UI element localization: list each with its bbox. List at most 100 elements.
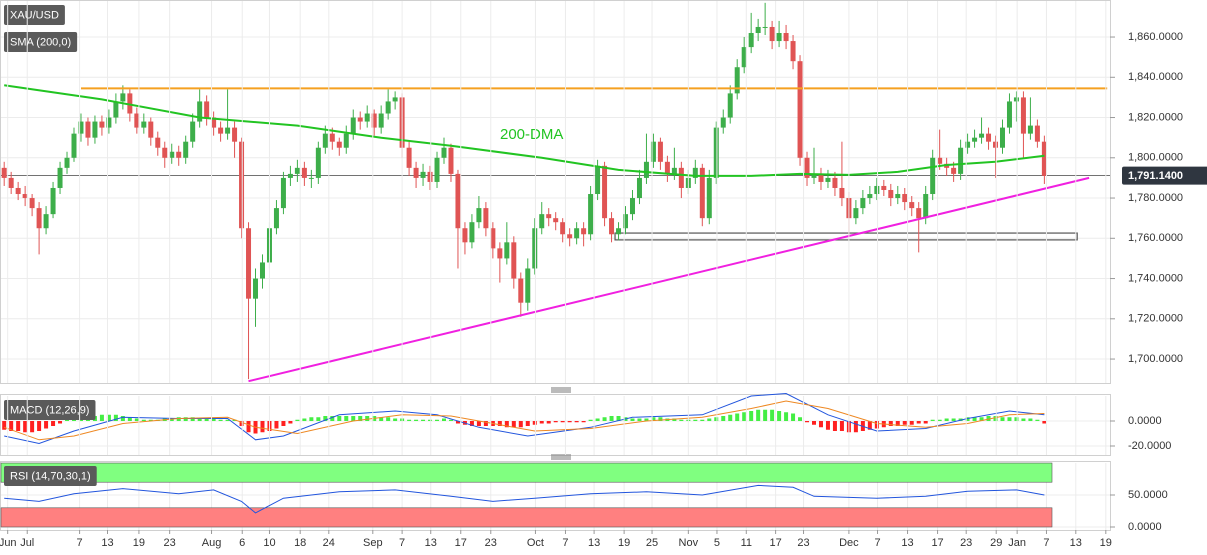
candle-body [916,208,922,219]
histogram-bar [421,419,426,421]
candle-body [162,147,168,158]
price-panel [0,0,1111,384]
candle-body [581,228,587,235]
candle-body [518,278,524,303]
candle-body [218,127,224,134]
histogram-bar [365,416,370,421]
candle-body [706,177,712,219]
histogram-bar [825,421,830,430]
histogram-bar [874,421,879,429]
candle-body [8,177,14,188]
histogram-bar [630,418,635,421]
histogram-bar [2,421,7,430]
histogram-bar [574,421,579,423]
y-tick-label: 1,700.0000 [1128,353,1183,365]
legend-label: XAU/USD [4,5,65,25]
histogram-bar [176,417,181,421]
histogram-bar [532,421,537,425]
histogram-bar [923,421,928,424]
candle-body [713,127,719,178]
candle-body [958,147,964,174]
histogram-bar [511,421,516,428]
candle-body [727,93,733,118]
histogram-bar [65,419,70,421]
histogram-bar [386,417,391,421]
candle-body [246,228,252,299]
histogram-bar [393,418,398,421]
macd-panel [0,394,1111,456]
histogram-bar [58,421,63,424]
x-tick-label: 10 [263,537,275,549]
x-tick-label: 13 [425,537,437,549]
y-tick-label: 0.0000 [1128,521,1162,533]
histogram-bar [616,416,621,421]
histogram-bar [937,419,942,421]
x-tick-label: Oct [527,537,544,549]
candle-body [148,121,154,138]
candle-body [511,242,517,279]
histogram-bar [553,421,558,423]
histogram-bar [986,416,991,421]
candle-body [343,133,349,148]
histogram-bar [476,421,481,426]
y-tick-label: 1,720.0000 [1128,313,1183,325]
candle-body [965,141,971,148]
histogram-bar [344,416,349,421]
histogram-bar [504,421,509,428]
resize-handle[interactable] [551,387,571,460]
candle-body [71,133,77,158]
histogram-bar [197,418,202,421]
histogram-bar [839,421,844,431]
candle-body [378,113,384,128]
candle-body [413,167,419,178]
candle-body [699,167,705,219]
y-tick-label: 1,800.0000 [1128,152,1183,164]
histogram-bar [316,417,321,421]
histogram-bar [483,421,488,426]
candle-body [253,278,259,299]
histogram-bar [714,417,719,421]
candle-body [532,228,538,269]
histogram-bar [225,419,230,421]
candle-body [497,248,503,259]
candle-body [1034,125,1040,142]
candle-body [294,167,300,174]
candle-body [881,185,887,190]
legend-text: MACD (12,26,9) [10,404,89,416]
x-tick-label: 13 [588,537,600,549]
histogram-bar [749,411,754,421]
candle-body [1006,101,1012,128]
candle-body [315,147,321,178]
y-tick-label: 1,760.0000 [1128,232,1183,244]
candle-body [350,117,356,134]
histogram-bar [169,418,174,421]
candle-body [434,157,440,182]
x-tick-label: 7 [77,537,83,549]
candle-body [476,208,482,223]
candle-body [623,214,629,229]
histogram-bar [1035,419,1040,421]
candle-body [1020,97,1026,134]
candle-body [999,127,1005,148]
histogram-bar [546,421,551,424]
histogram-bar [302,418,307,421]
candle-body [553,218,559,223]
candle-body [671,167,677,174]
candle-body [657,141,663,162]
candle-body [678,167,684,188]
candle-body [22,194,28,199]
histogram-bar [246,421,251,433]
histogram-bar [358,416,363,421]
x-tick-label: 25 [646,537,658,549]
candle-body [567,234,573,239]
candle-body [790,41,796,62]
candle-body [420,171,426,178]
candle-body [860,198,866,209]
trend-line [248,176,1090,383]
candle-body [120,93,126,102]
legend-label: MACD (12,26,9) [4,400,96,420]
candle-body [504,242,510,259]
histogram-bar [1007,417,1012,421]
x-tick-label: 7 [399,537,405,549]
histogram-bar [588,419,593,421]
